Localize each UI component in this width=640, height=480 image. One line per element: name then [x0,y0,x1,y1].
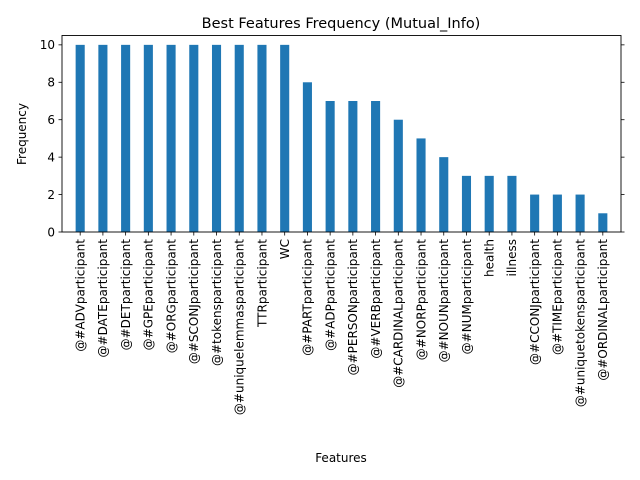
x-tick-label: @#DETparticipant [119,239,133,351]
bar [439,157,449,232]
x-tick-label: @#CCONJparticipant [528,239,542,365]
bar [461,175,472,232]
bar [530,194,540,232]
x-ticks-group: @#ADVparticipant @#DATEparticipant @#DETpa… [73,232,610,415]
bar [98,44,108,232]
bar [189,44,199,232]
x-tick-label: @#ORGparticipant [164,239,178,354]
bar [552,194,562,232]
x-tick-label: @#NUMparticipant [460,239,474,355]
bar [348,101,358,232]
y-tick-label: 0 [47,225,55,239]
x-tick-label: @#uniquetokensparticipant [573,239,587,407]
x-tick-label: @#ADVparticipant [73,239,87,352]
bar [598,213,608,232]
y-ticks-group: 0 2 4 6 8 10 [40,38,625,239]
bar [211,44,222,232]
bar [507,175,517,232]
bar [121,44,131,232]
bar [280,44,290,232]
x-axis-label: Features [315,451,367,465]
x-tick-label: illness [505,239,519,277]
x-tick-label: @#VERBparticipant [369,239,383,359]
bars-group [75,44,608,233]
x-tick-label: health [483,239,497,277]
bar [575,194,585,232]
x-tick-label: @#NORPparticipant [414,239,428,361]
x-tick-label: WC [278,239,292,259]
bar [257,44,267,232]
x-tick-label: @#PARTparticipant [301,239,315,356]
y-axis-label: Frequency [15,103,29,165]
chart-title: Best Features Frequency (Mutual_Info) [202,16,481,32]
x-tick-label: @#ORDINALparticipant [596,239,610,381]
bar [325,101,335,232]
bar [166,44,176,232]
y-tick-label: 2 [47,188,55,202]
bar [234,44,244,232]
x-tick-label: @#SCONJparticipant [187,239,201,364]
bar [416,138,426,232]
bar [302,82,312,233]
x-tick-label: @#CARDINALparticipant [392,239,406,388]
x-tick-label: @#PERSONparticipant [346,239,360,376]
bar [143,44,153,232]
bar [75,44,85,232]
plot-frame [61,35,622,233]
x-tick-label: @#DATEparticipant [96,239,110,358]
x-tick-label: @#ADPparticipant [323,239,337,351]
x-tick-label: @#TIMEparticipant [551,239,565,355]
x-tick-label: TTRparticipant [255,239,269,328]
x-tick-label: @#tokensparticipant [210,239,224,366]
y-tick-label: 8 [47,76,55,90]
y-tick-label: 10 [40,38,55,52]
x-tick-label: @#GPEparticipant [142,239,156,351]
bar [393,119,403,232]
x-tick-label: @#uniquelemmasparticipant [233,239,247,415]
x-tick-label: @#NOUNparticipant [437,239,451,363]
y-tick-label: 4 [47,150,55,164]
bar [371,101,381,232]
bar [484,175,494,232]
y-tick-label: 6 [47,113,55,127]
